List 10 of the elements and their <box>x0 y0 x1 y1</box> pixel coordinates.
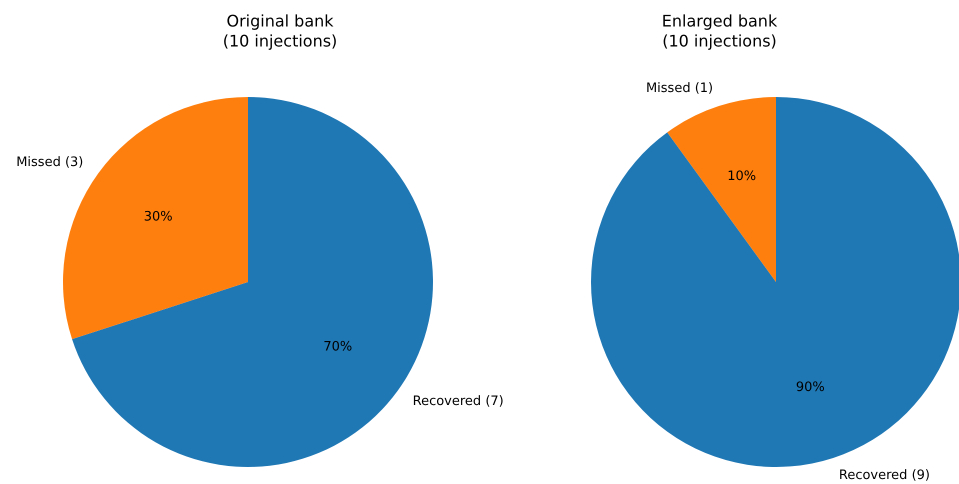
data-label: 10% <box>727 168 756 184</box>
chart-title: Original bank (10 injections) <box>222 12 338 50</box>
slice-label: Missed (1) <box>646 80 714 96</box>
slice-label: Recovered (9) <box>838 468 930 484</box>
data-label: 90% <box>796 380 825 396</box>
slice-label: Missed (3) <box>16 154 84 170</box>
data-label: 70% <box>323 340 352 355</box>
chart-title: Enlarged bank (10 injections) <box>662 12 778 50</box>
data-label: 30% <box>144 209 173 224</box>
slice-label: Recovered (7) <box>412 394 504 410</box>
